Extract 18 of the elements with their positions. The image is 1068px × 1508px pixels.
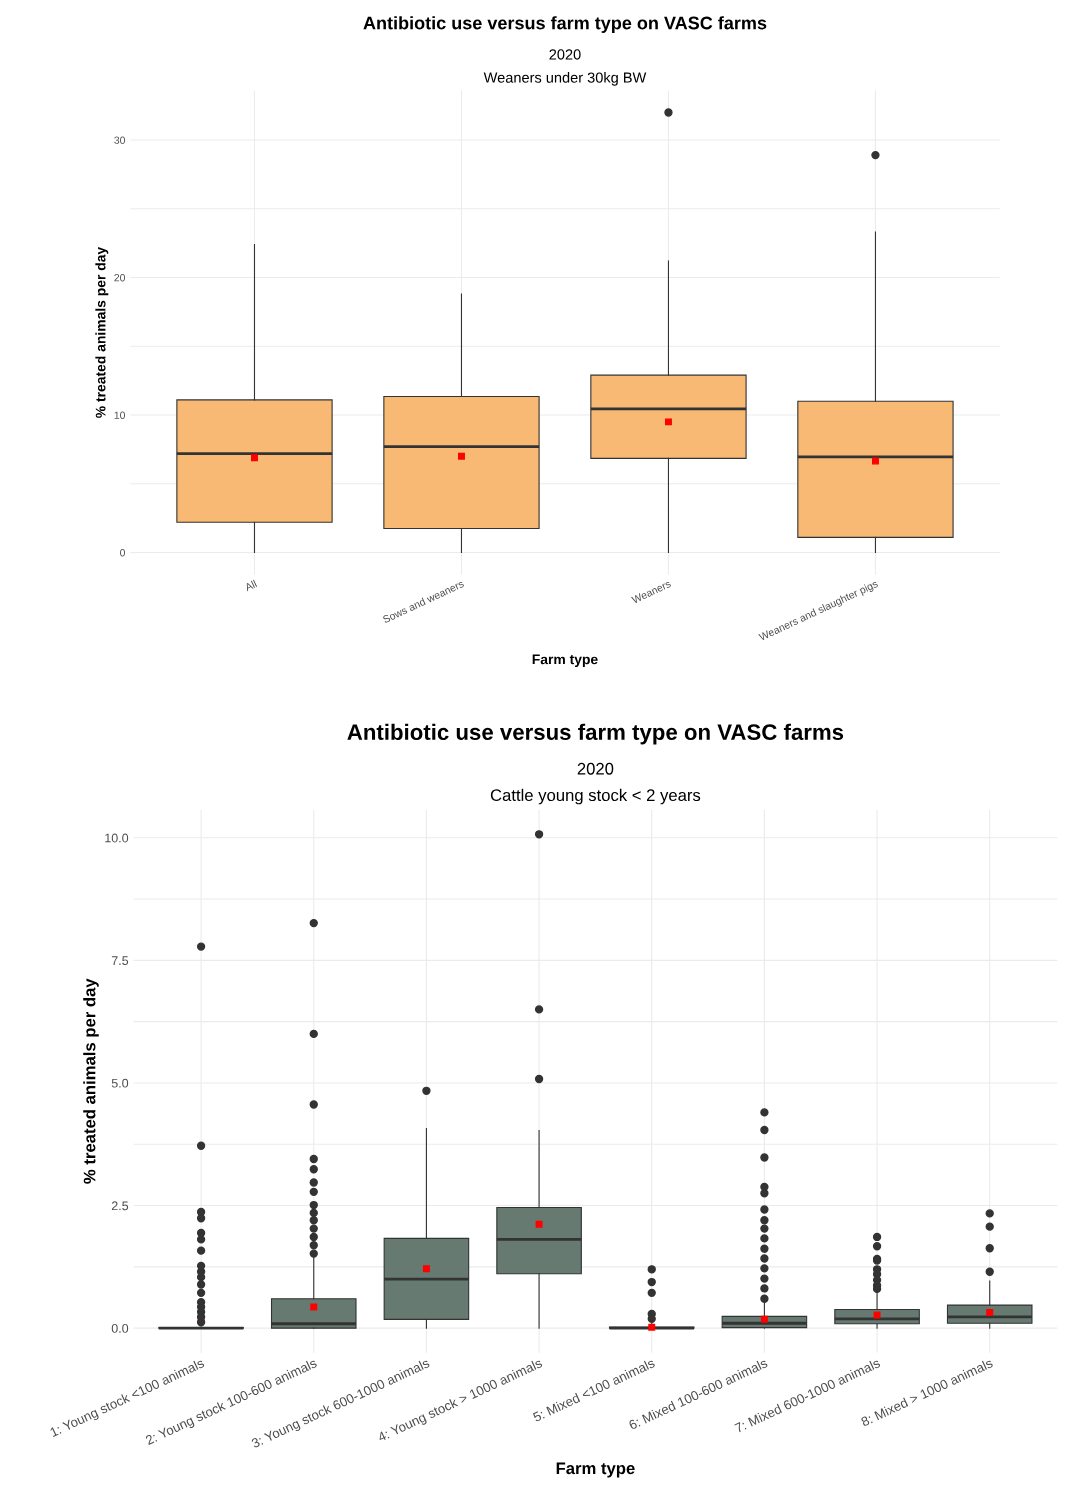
y-tick-label: 7.5 (111, 956, 129, 965)
chart-subtitle: 2020 Cattle young stock < 2 years (490, 762, 701, 805)
y-axis-title: % treated animals per day (83, 978, 99, 1184)
y-tick-label: 5.0 (111, 1078, 129, 1088)
y-tick-label: 2.5 (111, 1201, 129, 1211)
chart-title: Antibiotic use versus farm type on VASC farms (363, 16, 767, 33)
y-tick-label: 30 (114, 136, 126, 144)
x-axis-title: Farm type (532, 654, 598, 667)
chart-title: Antibiotic use versus farm type on VASC farms (347, 723, 844, 745)
y-tick-label: 0.0 (111, 1323, 129, 1333)
chart-subtitle: 2020 Weaners under 30kg BW (483, 49, 647, 86)
y-tick-label: 20 (114, 274, 126, 282)
y-axis-title: % treated animals per day (95, 246, 109, 418)
y-tick-label: 10.0 (105, 833, 129, 843)
x-tick-label: All (244, 579, 258, 592)
x-axis-title: Farm type (556, 1462, 635, 1478)
y-tick-label: 0 (120, 549, 126, 557)
y-tick-label: 10 (114, 411, 126, 419)
